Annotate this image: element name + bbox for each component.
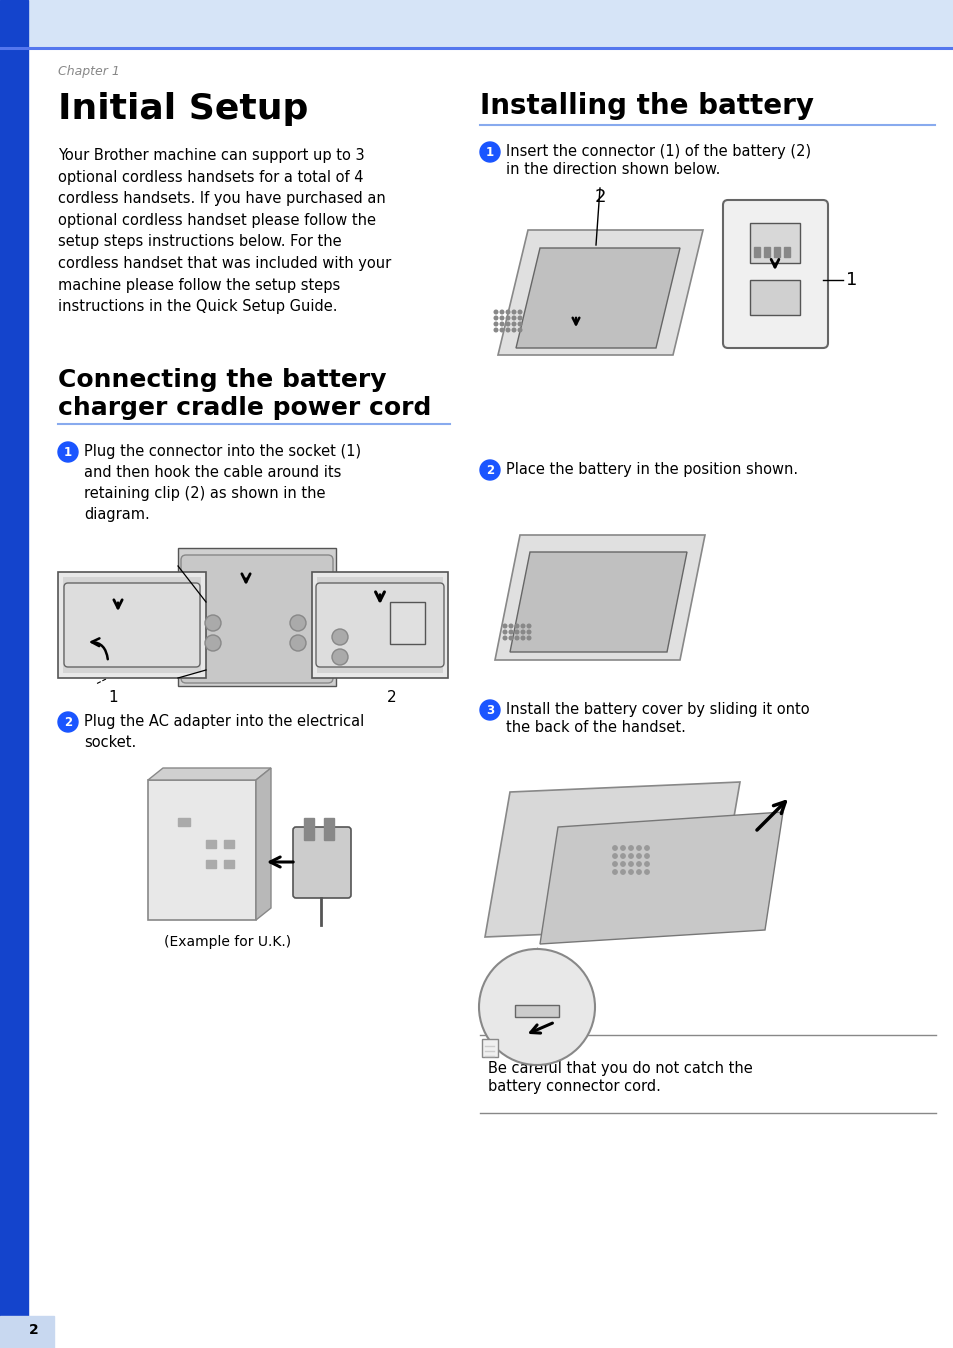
Bar xyxy=(763,247,769,257)
Text: 2: 2 xyxy=(485,464,494,476)
Circle shape xyxy=(479,142,499,162)
Circle shape xyxy=(515,636,518,640)
Bar xyxy=(312,572,448,678)
Circle shape xyxy=(527,636,530,640)
Bar xyxy=(0,1316,54,1348)
Circle shape xyxy=(506,328,509,332)
Circle shape xyxy=(612,853,617,859)
Circle shape xyxy=(502,636,506,640)
Circle shape xyxy=(612,869,617,875)
Text: 1: 1 xyxy=(485,146,494,159)
Text: 1: 1 xyxy=(64,445,72,458)
Bar xyxy=(224,860,233,868)
Text: charger cradle power cord: charger cradle power cord xyxy=(58,396,431,421)
Text: Installing the battery: Installing the battery xyxy=(479,92,813,120)
Polygon shape xyxy=(255,768,271,919)
Bar xyxy=(753,247,760,257)
Polygon shape xyxy=(510,551,686,652)
Bar xyxy=(178,818,190,826)
Circle shape xyxy=(628,869,633,875)
Text: Install the battery cover by sliding it onto: Install the battery cover by sliding it … xyxy=(505,702,809,717)
Circle shape xyxy=(520,631,524,634)
Polygon shape xyxy=(148,768,271,780)
Text: 3: 3 xyxy=(485,704,494,717)
Circle shape xyxy=(644,861,649,867)
Circle shape xyxy=(637,869,640,875)
Circle shape xyxy=(527,624,530,628)
Circle shape xyxy=(517,317,521,319)
Bar xyxy=(749,222,800,263)
Circle shape xyxy=(205,615,221,631)
Text: Connecting the battery: Connecting the battery xyxy=(58,368,386,392)
FancyBboxPatch shape xyxy=(722,200,827,348)
Bar xyxy=(783,247,789,257)
Circle shape xyxy=(494,322,497,326)
Bar xyxy=(481,1039,497,1057)
Circle shape xyxy=(515,631,518,634)
Polygon shape xyxy=(495,535,704,661)
Text: (Example for U.K.): (Example for U.K.) xyxy=(164,936,292,949)
Circle shape xyxy=(478,949,595,1065)
Text: Be careful that you do not catch the: Be careful that you do not catch the xyxy=(488,1061,752,1076)
FancyBboxPatch shape xyxy=(315,582,443,667)
Bar xyxy=(63,577,201,673)
Circle shape xyxy=(644,853,649,859)
Circle shape xyxy=(499,322,503,326)
Circle shape xyxy=(502,631,506,634)
FancyBboxPatch shape xyxy=(148,780,255,919)
Circle shape xyxy=(520,636,524,640)
Circle shape xyxy=(512,322,516,326)
Circle shape xyxy=(332,648,348,665)
Circle shape xyxy=(637,861,640,867)
Circle shape xyxy=(494,310,497,314)
Circle shape xyxy=(620,869,624,875)
Polygon shape xyxy=(484,782,740,937)
Circle shape xyxy=(494,328,497,332)
Bar xyxy=(773,247,780,257)
Circle shape xyxy=(494,317,497,319)
Circle shape xyxy=(612,845,617,851)
Circle shape xyxy=(517,328,521,332)
Circle shape xyxy=(637,845,640,851)
Text: the back of the handset.: the back of the handset. xyxy=(505,720,685,735)
Text: 2: 2 xyxy=(64,716,72,728)
Bar xyxy=(206,860,215,868)
Polygon shape xyxy=(497,231,702,355)
Text: 2: 2 xyxy=(30,1322,39,1337)
Circle shape xyxy=(628,853,633,859)
Circle shape xyxy=(620,845,624,851)
Bar xyxy=(0,0,28,49)
Bar xyxy=(224,840,233,848)
Bar xyxy=(316,577,442,673)
Bar xyxy=(0,0,953,49)
FancyBboxPatch shape xyxy=(293,828,351,898)
Text: Initial Setup: Initial Setup xyxy=(58,92,308,125)
FancyBboxPatch shape xyxy=(64,582,200,667)
Circle shape xyxy=(644,869,649,875)
Text: Plug the connector into the socket (1)
and then hook the cable around its
retain: Plug the connector into the socket (1) a… xyxy=(84,443,361,522)
Bar xyxy=(390,603,424,644)
Bar xyxy=(304,818,314,840)
Text: battery connector cord.: battery connector cord. xyxy=(488,1078,660,1095)
Circle shape xyxy=(509,636,513,640)
Polygon shape xyxy=(539,811,782,944)
Circle shape xyxy=(290,615,306,631)
Circle shape xyxy=(499,310,503,314)
Text: 2: 2 xyxy=(387,690,396,705)
Text: Insert the connector (1) of the battery (2): Insert the connector (1) of the battery … xyxy=(505,144,810,159)
Circle shape xyxy=(58,712,78,732)
Bar xyxy=(178,549,335,686)
Circle shape xyxy=(527,631,530,634)
Circle shape xyxy=(512,328,516,332)
Circle shape xyxy=(479,700,499,720)
Circle shape xyxy=(512,317,516,319)
Circle shape xyxy=(509,624,513,628)
Text: Place the battery in the position shown.: Place the battery in the position shown. xyxy=(505,462,798,477)
Bar xyxy=(0,49,28,1348)
Circle shape xyxy=(506,310,509,314)
Bar xyxy=(206,840,215,848)
Circle shape xyxy=(499,328,503,332)
Bar xyxy=(324,818,334,840)
Bar xyxy=(58,572,206,678)
Circle shape xyxy=(628,861,633,867)
